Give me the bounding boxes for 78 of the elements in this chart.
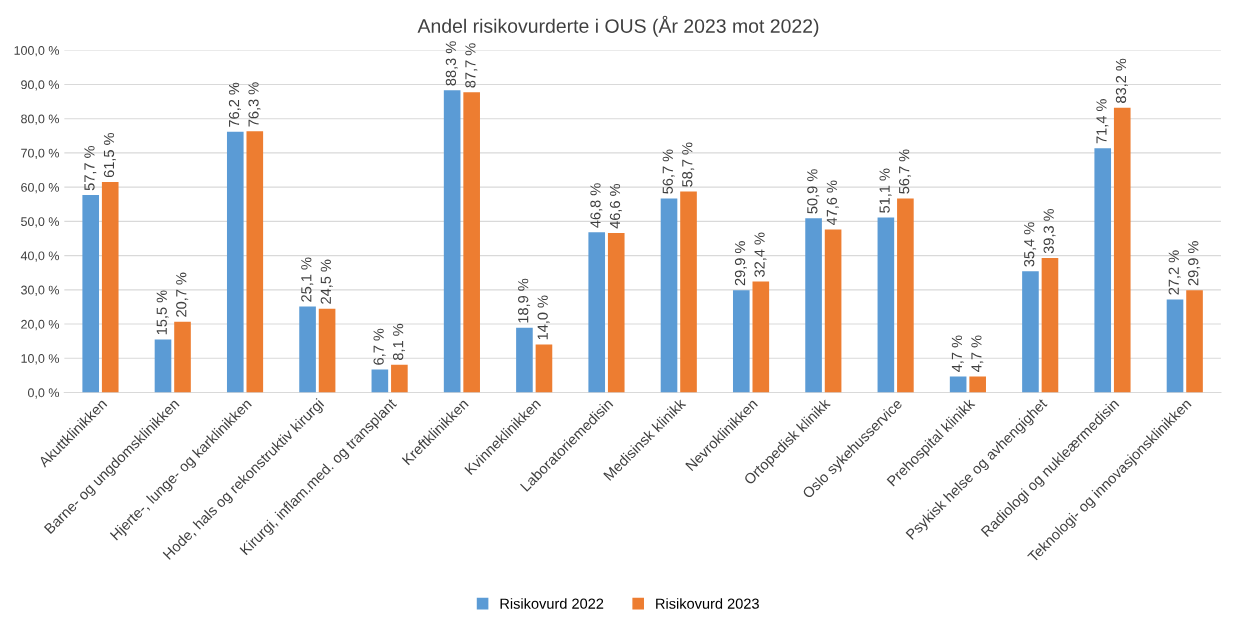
data-label: 46,8 %: [590, 183, 603, 228]
legend-label: Risikovurd 2023: [656, 598, 759, 609]
bar: [246, 131, 264, 393]
bar: [101, 182, 119, 393]
bar: [226, 131, 244, 393]
data-label: 76,3 %: [248, 82, 261, 127]
bar: [732, 290, 750, 393]
bar: [443, 90, 461, 393]
bar: [680, 191, 697, 393]
data-label: 4,7 %: [971, 335, 984, 372]
data-label: 25,1 %: [301, 257, 314, 302]
data-label: 8,1 %: [392, 323, 406, 360]
data-label: 88,3 %: [445, 41, 458, 86]
data-label: 87,7 %: [465, 43, 478, 88]
bar: [660, 198, 678, 393]
data-label: 14,0 %: [537, 295, 550, 340]
y-tick-label: 50,0 %: [21, 217, 60, 228]
data-label: 47,6 %: [826, 180, 839, 226]
data-label: 57,7 %: [84, 145, 97, 191]
data-label: 29,9 %: [1188, 241, 1201, 286]
bar: [174, 321, 191, 393]
bar: [535, 344, 553, 393]
data-label: 27,2 %: [1168, 250, 1181, 295]
bar: [154, 339, 172, 393]
data-label: 71,4 %: [1096, 99, 1109, 144]
data-label: 56,7 %: [898, 149, 912, 194]
y-tick-label: 80,0 %: [21, 114, 60, 125]
y-tick-label: 40,0 %: [20, 251, 60, 262]
bar: [1166, 299, 1184, 393]
bar: [1186, 290, 1203, 393]
bar: [588, 232, 606, 393]
data-label: 50,9 %: [807, 169, 820, 214]
data-label: 76,2 %: [228, 82, 241, 127]
data-label: 39,3 %: [1043, 208, 1056, 254]
bar: [949, 376, 967, 393]
bar: [877, 217, 895, 393]
bar: [752, 281, 770, 393]
bar: [897, 198, 914, 393]
y-tick-label: 0,0 %: [27, 388, 60, 399]
data-label: 29,9 %: [734, 241, 747, 286]
y-tick-label: 90,0 %: [21, 80, 60, 91]
data-label: 4,7 %: [951, 335, 964, 372]
data-label: 46,6 %: [609, 183, 622, 229]
data-label: 35,4 %: [1024, 222, 1037, 267]
data-label: 58,7 %: [682, 142, 695, 187]
bar: [1094, 148, 1112, 393]
bar: [969, 376, 986, 393]
bar: [82, 195, 100, 393]
bar: [1022, 271, 1039, 393]
y-tick-label: 30,0 %: [21, 285, 60, 296]
chart-title: Andel risikovurderte i OUS (År 2023 mot 2022): [417, 15, 819, 37]
bar: [824, 229, 842, 393]
y-tick-label: 60,0 %: [21, 182, 60, 194]
data-label: 51,1 %: [879, 168, 892, 213]
y-tick-label: 100,0 %: [14, 46, 60, 57]
data-label: 32,4 %: [754, 232, 767, 277]
bar: [391, 364, 408, 393]
bar: [1113, 107, 1131, 393]
bar: [607, 233, 625, 393]
legend-label: Risikovurd 2022: [500, 598, 604, 609]
data-label: 6,7 %: [373, 328, 386, 365]
data-label: 20,7 %: [176, 272, 189, 317]
data-label: 24,5 %: [320, 259, 333, 304]
bar: [318, 308, 336, 393]
y-tick-label: 10,0 %: [21, 354, 60, 365]
y-tick-label: 20,0 %: [21, 319, 60, 331]
bar: [805, 218, 822, 393]
bar: [299, 306, 316, 393]
bar: [371, 369, 389, 393]
y-tick-label: 70,0 %: [21, 148, 60, 160]
data-label: 83,2 %: [1115, 58, 1128, 103]
data-label: 15,5 %: [156, 290, 169, 335]
bar: [463, 92, 480, 393]
data-label: 18,9 %: [518, 278, 531, 323]
data-label: 56,7 %: [662, 149, 675, 194]
bar: [1041, 257, 1059, 393]
data-label: 61,5 %: [103, 132, 116, 178]
bar: [516, 327, 533, 393]
